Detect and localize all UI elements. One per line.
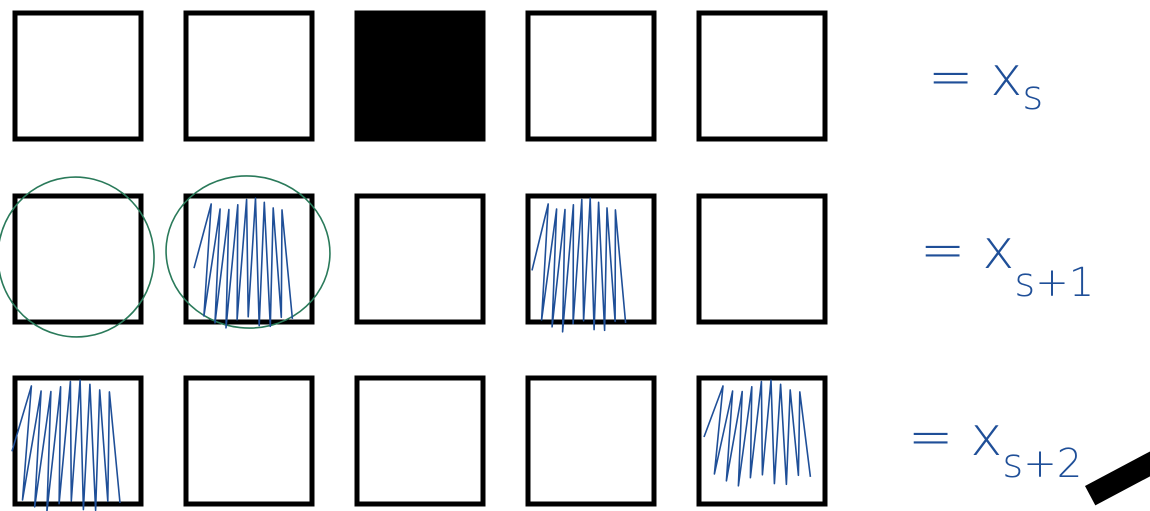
cell	[183, 375, 315, 507]
cell	[183, 10, 315, 142]
row-label: = xs+2	[908, 405, 1082, 487]
label: = x	[928, 45, 1022, 108]
label: = x	[920, 218, 1014, 281]
row-label: = xs	[928, 45, 1043, 119]
hatch	[193, 197, 294, 329]
row-2	[12, 375, 828, 507]
label: = x	[908, 405, 1002, 468]
cell	[696, 193, 828, 325]
cell	[12, 10, 144, 142]
circle-mark	[165, 175, 331, 329]
corner-stroke	[1085, 443, 1150, 506]
cell-filled	[354, 10, 486, 142]
circle-mark	[0, 176, 155, 338]
subscript: s+2	[1002, 441, 1082, 487]
row-label: = xs+1	[920, 218, 1094, 306]
cell	[12, 193, 144, 325]
cell	[12, 375, 144, 507]
cell	[354, 375, 486, 507]
cell	[696, 10, 828, 142]
subscript: s+1	[1014, 260, 1094, 306]
cell	[525, 375, 657, 507]
hatch	[11, 379, 121, 511]
cell	[354, 193, 486, 325]
row-0	[12, 10, 828, 142]
subscript: s	[1022, 73, 1043, 119]
hatch	[531, 197, 627, 333]
cell	[525, 10, 657, 142]
hatch	[703, 379, 812, 487]
row-1	[12, 193, 828, 325]
